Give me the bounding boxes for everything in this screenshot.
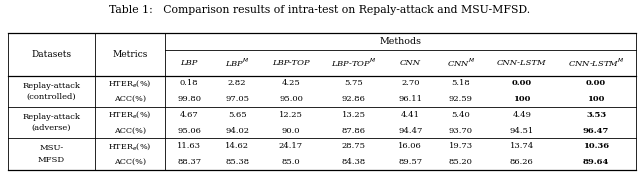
Text: 99.80: 99.80 [177, 95, 201, 103]
Text: CNN: CNN [400, 59, 421, 67]
Text: 95.06: 95.06 [177, 127, 201, 135]
Text: HTER$_e$(%): HTER$_e$(%) [108, 78, 152, 89]
Text: 90.0: 90.0 [282, 127, 300, 135]
Text: 4.49: 4.49 [513, 111, 531, 119]
Text: 96.47: 96.47 [583, 127, 609, 135]
Text: 85.38: 85.38 [225, 158, 250, 166]
Text: 89.64: 89.64 [583, 158, 609, 166]
Text: 24.17: 24.17 [279, 142, 303, 150]
Text: HTER$_e$(%): HTER$_e$(%) [108, 109, 152, 120]
Text: 88.37: 88.37 [177, 158, 201, 166]
Text: 85.20: 85.20 [449, 158, 472, 166]
Text: Methods: Methods [380, 37, 421, 46]
Text: 85.0: 85.0 [282, 158, 300, 166]
Text: 100: 100 [588, 95, 605, 103]
Text: 95.00: 95.00 [279, 95, 303, 103]
Text: 0.18: 0.18 [180, 79, 198, 88]
Text: 13.74: 13.74 [509, 142, 534, 150]
Text: 2.70: 2.70 [401, 79, 420, 88]
Text: 86.26: 86.26 [510, 158, 534, 166]
Text: LBP-TOP$^M$: LBP-TOP$^M$ [331, 56, 376, 69]
Text: 94.02: 94.02 [225, 127, 249, 135]
Text: 12.25: 12.25 [279, 111, 303, 119]
Text: LBP$^M$: LBP$^M$ [225, 56, 250, 69]
Text: 4.41: 4.41 [401, 111, 420, 119]
Text: (adverse): (adverse) [31, 124, 71, 132]
Text: Metrics: Metrics [113, 50, 148, 59]
Text: 19.73: 19.73 [449, 142, 473, 150]
Text: 5.40: 5.40 [451, 111, 470, 119]
Text: 28.75: 28.75 [342, 142, 365, 150]
Text: 3.53: 3.53 [586, 111, 606, 119]
Text: ACC(%): ACC(%) [114, 95, 146, 103]
Text: 4.67: 4.67 [180, 111, 198, 119]
Text: 84.38: 84.38 [341, 158, 365, 166]
Text: 92.86: 92.86 [342, 95, 365, 103]
Text: 13.25: 13.25 [342, 111, 365, 119]
Text: 11.63: 11.63 [177, 142, 201, 150]
Text: 0.00: 0.00 [512, 79, 532, 88]
Text: 2.82: 2.82 [228, 79, 246, 88]
Text: 5.65: 5.65 [228, 111, 246, 119]
Text: 100: 100 [513, 95, 531, 103]
Text: 5.75: 5.75 [344, 79, 363, 88]
Text: ACC(%): ACC(%) [114, 158, 146, 166]
Text: MFSD: MFSD [38, 156, 65, 164]
Text: 89.57: 89.57 [398, 158, 422, 166]
Text: 94.51: 94.51 [509, 127, 534, 135]
Text: CNN-LSTM: CNN-LSTM [497, 59, 547, 67]
Text: Replay-attack: Replay-attack [22, 113, 81, 121]
Text: 14.62: 14.62 [225, 142, 249, 150]
Text: 4.25: 4.25 [282, 79, 300, 88]
Text: LBP: LBP [180, 59, 198, 67]
Text: 16.06: 16.06 [399, 142, 422, 150]
Text: 87.86: 87.86 [342, 127, 365, 135]
Text: 97.05: 97.05 [225, 95, 249, 103]
Text: ACC(%): ACC(%) [114, 127, 146, 135]
Text: 5.18: 5.18 [451, 79, 470, 88]
Text: MSU-: MSU- [39, 144, 63, 152]
Text: Table 1:   Comparison results of intra-test on Repaly-attack and MSU-MFSD.: Table 1: Comparison results of intra-tes… [109, 5, 531, 15]
Text: 94.47: 94.47 [398, 127, 422, 135]
Text: 0.00: 0.00 [586, 79, 606, 88]
Text: Replay-attack: Replay-attack [22, 82, 81, 90]
Text: LBP-TOP: LBP-TOP [272, 59, 310, 67]
Text: 92.59: 92.59 [449, 95, 472, 103]
Text: CNN$^M$: CNN$^M$ [447, 56, 475, 69]
Text: Datasets: Datasets [31, 50, 72, 59]
Text: CNN-LSTM$^M$: CNN-LSTM$^M$ [568, 56, 625, 69]
Text: HTER$_e$(%): HTER$_e$(%) [108, 141, 152, 152]
Text: (controlled): (controlled) [27, 93, 76, 101]
Text: 96.11: 96.11 [398, 95, 422, 103]
Text: 93.70: 93.70 [449, 127, 472, 135]
Text: 10.36: 10.36 [583, 142, 609, 150]
